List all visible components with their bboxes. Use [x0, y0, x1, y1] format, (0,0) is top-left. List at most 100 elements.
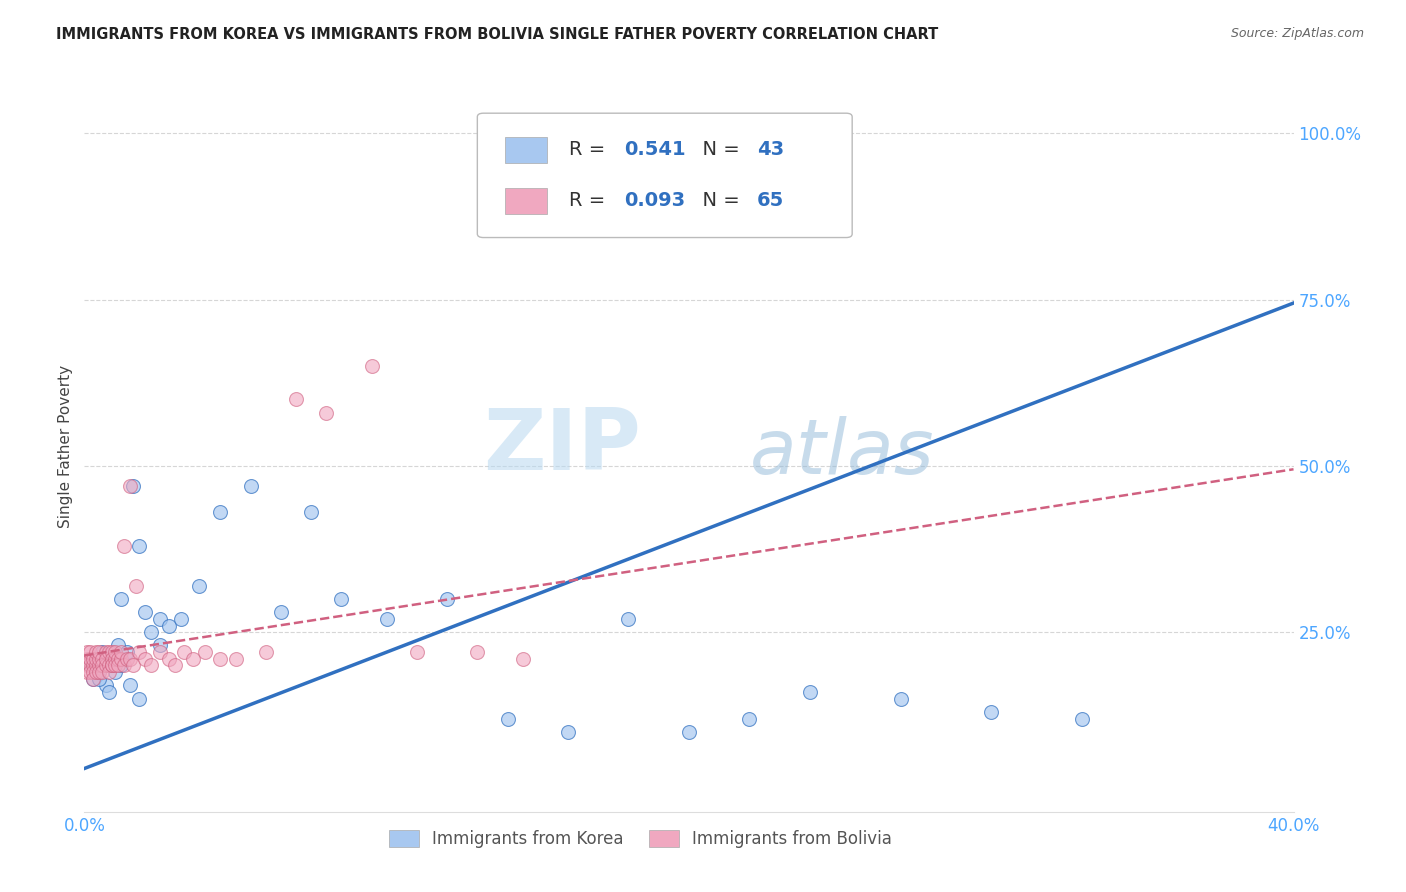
Point — [79, 658, 101, 673]
Point — [617, 612, 640, 626]
Legend: Immigrants from Korea, Immigrants from Bolivia: Immigrants from Korea, Immigrants from B… — [382, 823, 898, 855]
Point — [128, 691, 150, 706]
Point — [209, 652, 232, 666]
Point — [121, 658, 143, 673]
Point — [94, 658, 117, 673]
Point — [139, 625, 162, 640]
Point — [104, 645, 127, 659]
Point — [1071, 712, 1094, 726]
Point — [100, 652, 122, 666]
Point — [194, 645, 217, 659]
Point — [86, 665, 108, 679]
Text: ZIP: ZIP — [482, 404, 641, 488]
Point — [79, 645, 101, 659]
Point — [110, 658, 132, 673]
Bar — [505, 137, 547, 162]
Point — [285, 392, 308, 407]
Bar — [505, 188, 547, 214]
Point — [149, 612, 172, 626]
Point — [79, 665, 101, 679]
Point — [170, 612, 193, 626]
Text: 43: 43 — [756, 140, 783, 160]
Point — [100, 652, 122, 666]
Point — [91, 665, 114, 679]
Point — [330, 591, 353, 606]
Point — [173, 645, 195, 659]
Point — [82, 658, 104, 673]
Point — [375, 612, 398, 626]
Point — [94, 678, 117, 692]
Point — [406, 645, 429, 659]
Point — [89, 658, 111, 673]
Point — [128, 539, 150, 553]
Point — [76, 652, 98, 666]
Point — [97, 658, 120, 673]
Point — [97, 685, 120, 699]
Point — [738, 712, 761, 726]
Point — [76, 658, 98, 673]
Point — [225, 652, 247, 666]
Point — [512, 652, 534, 666]
Point — [112, 539, 135, 553]
Point — [100, 645, 122, 659]
Point — [100, 658, 122, 673]
Point — [360, 359, 382, 374]
Point — [89, 652, 111, 666]
Point — [82, 652, 104, 666]
Point — [118, 652, 141, 666]
Point — [118, 479, 141, 493]
Point — [89, 645, 111, 659]
Point — [157, 652, 180, 666]
Point — [209, 506, 232, 520]
Point — [82, 672, 104, 686]
Point — [678, 725, 700, 739]
Point — [104, 665, 127, 679]
Point — [134, 652, 156, 666]
Point — [91, 645, 114, 659]
Point — [91, 658, 114, 673]
Point — [496, 712, 519, 726]
Point — [799, 685, 821, 699]
Point — [980, 705, 1002, 719]
Point — [104, 658, 127, 673]
Point — [557, 725, 579, 739]
Point — [110, 591, 132, 606]
Point — [97, 665, 120, 679]
Point — [254, 645, 277, 659]
Point — [239, 479, 262, 493]
Text: IMMIGRANTS FROM KOREA VS IMMIGRANTS FROM BOLIVIA SINGLE FATHER POVERTY CORRELATI: IMMIGRANTS FROM KOREA VS IMMIGRANTS FROM… — [56, 27, 938, 42]
Point — [76, 645, 98, 659]
Point — [110, 645, 132, 659]
Y-axis label: Single Father Poverty: Single Father Poverty — [58, 365, 73, 527]
Text: N =: N = — [690, 192, 747, 211]
Point — [128, 645, 150, 659]
Point — [115, 652, 138, 666]
Point — [79, 658, 101, 673]
Point — [86, 645, 108, 659]
Point — [139, 658, 162, 673]
Point — [112, 658, 135, 673]
Point — [89, 672, 111, 686]
Point — [299, 506, 322, 520]
Point — [94, 645, 117, 659]
Point — [118, 678, 141, 692]
Point — [121, 479, 143, 493]
Point — [107, 658, 129, 673]
Point — [107, 652, 129, 666]
Point — [82, 665, 104, 679]
Point — [89, 665, 111, 679]
Text: 0.093: 0.093 — [624, 192, 685, 211]
Text: atlas: atlas — [749, 417, 934, 491]
Point — [134, 605, 156, 619]
Text: R =: R = — [569, 140, 612, 160]
Point — [97, 645, 120, 659]
Point — [125, 579, 148, 593]
Point — [270, 605, 292, 619]
Text: 0.541: 0.541 — [624, 140, 685, 160]
Text: N =: N = — [690, 140, 747, 160]
Point — [890, 691, 912, 706]
Point — [165, 658, 187, 673]
Text: 65: 65 — [756, 192, 785, 211]
Text: R =: R = — [569, 192, 612, 211]
Point — [104, 652, 127, 666]
